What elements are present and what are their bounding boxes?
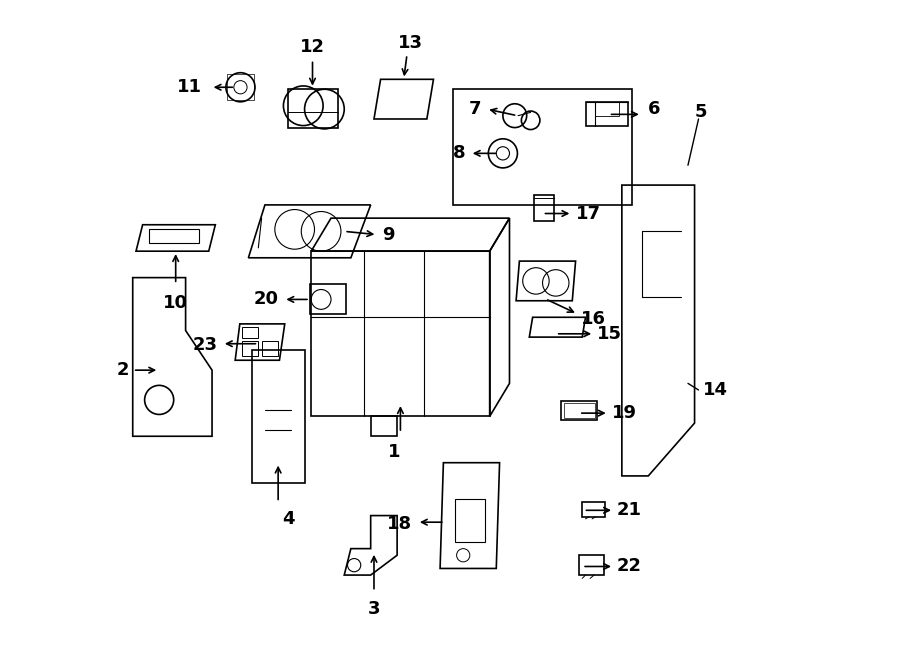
Text: 12: 12 <box>300 38 325 56</box>
Bar <box>596 102 618 116</box>
Bar <box>579 555 604 575</box>
Text: 20: 20 <box>253 290 278 309</box>
Text: 14: 14 <box>703 381 727 399</box>
Bar <box>454 89 632 205</box>
Text: 21: 21 <box>616 501 642 520</box>
Text: 3: 3 <box>368 600 380 618</box>
Text: 9: 9 <box>382 225 395 244</box>
Text: 4: 4 <box>282 510 294 528</box>
Text: 6: 6 <box>648 100 661 118</box>
Bar <box>149 229 199 243</box>
Text: 18: 18 <box>387 514 412 533</box>
Bar <box>227 74 254 100</box>
Bar <box>455 499 485 542</box>
Bar <box>534 195 554 221</box>
Text: 10: 10 <box>163 294 188 312</box>
Bar <box>262 341 278 356</box>
Text: 13: 13 <box>398 34 423 52</box>
Text: 1: 1 <box>388 443 400 461</box>
Text: 22: 22 <box>616 557 642 576</box>
Bar <box>561 401 598 420</box>
Text: 19: 19 <box>612 404 637 422</box>
Text: 2: 2 <box>117 361 130 379</box>
Text: 17: 17 <box>576 204 600 223</box>
Text: 7: 7 <box>469 100 482 118</box>
Bar <box>288 89 338 128</box>
Text: 8: 8 <box>453 144 465 163</box>
Bar <box>310 284 346 314</box>
Bar <box>242 341 258 356</box>
Bar <box>582 502 606 517</box>
Text: 15: 15 <box>597 325 622 343</box>
Text: 16: 16 <box>580 309 606 328</box>
Text: 11: 11 <box>177 78 202 97</box>
Text: 23: 23 <box>193 336 217 354</box>
Bar <box>563 403 595 418</box>
Text: 5: 5 <box>695 103 707 122</box>
Bar <box>586 102 628 126</box>
Bar <box>242 327 258 338</box>
